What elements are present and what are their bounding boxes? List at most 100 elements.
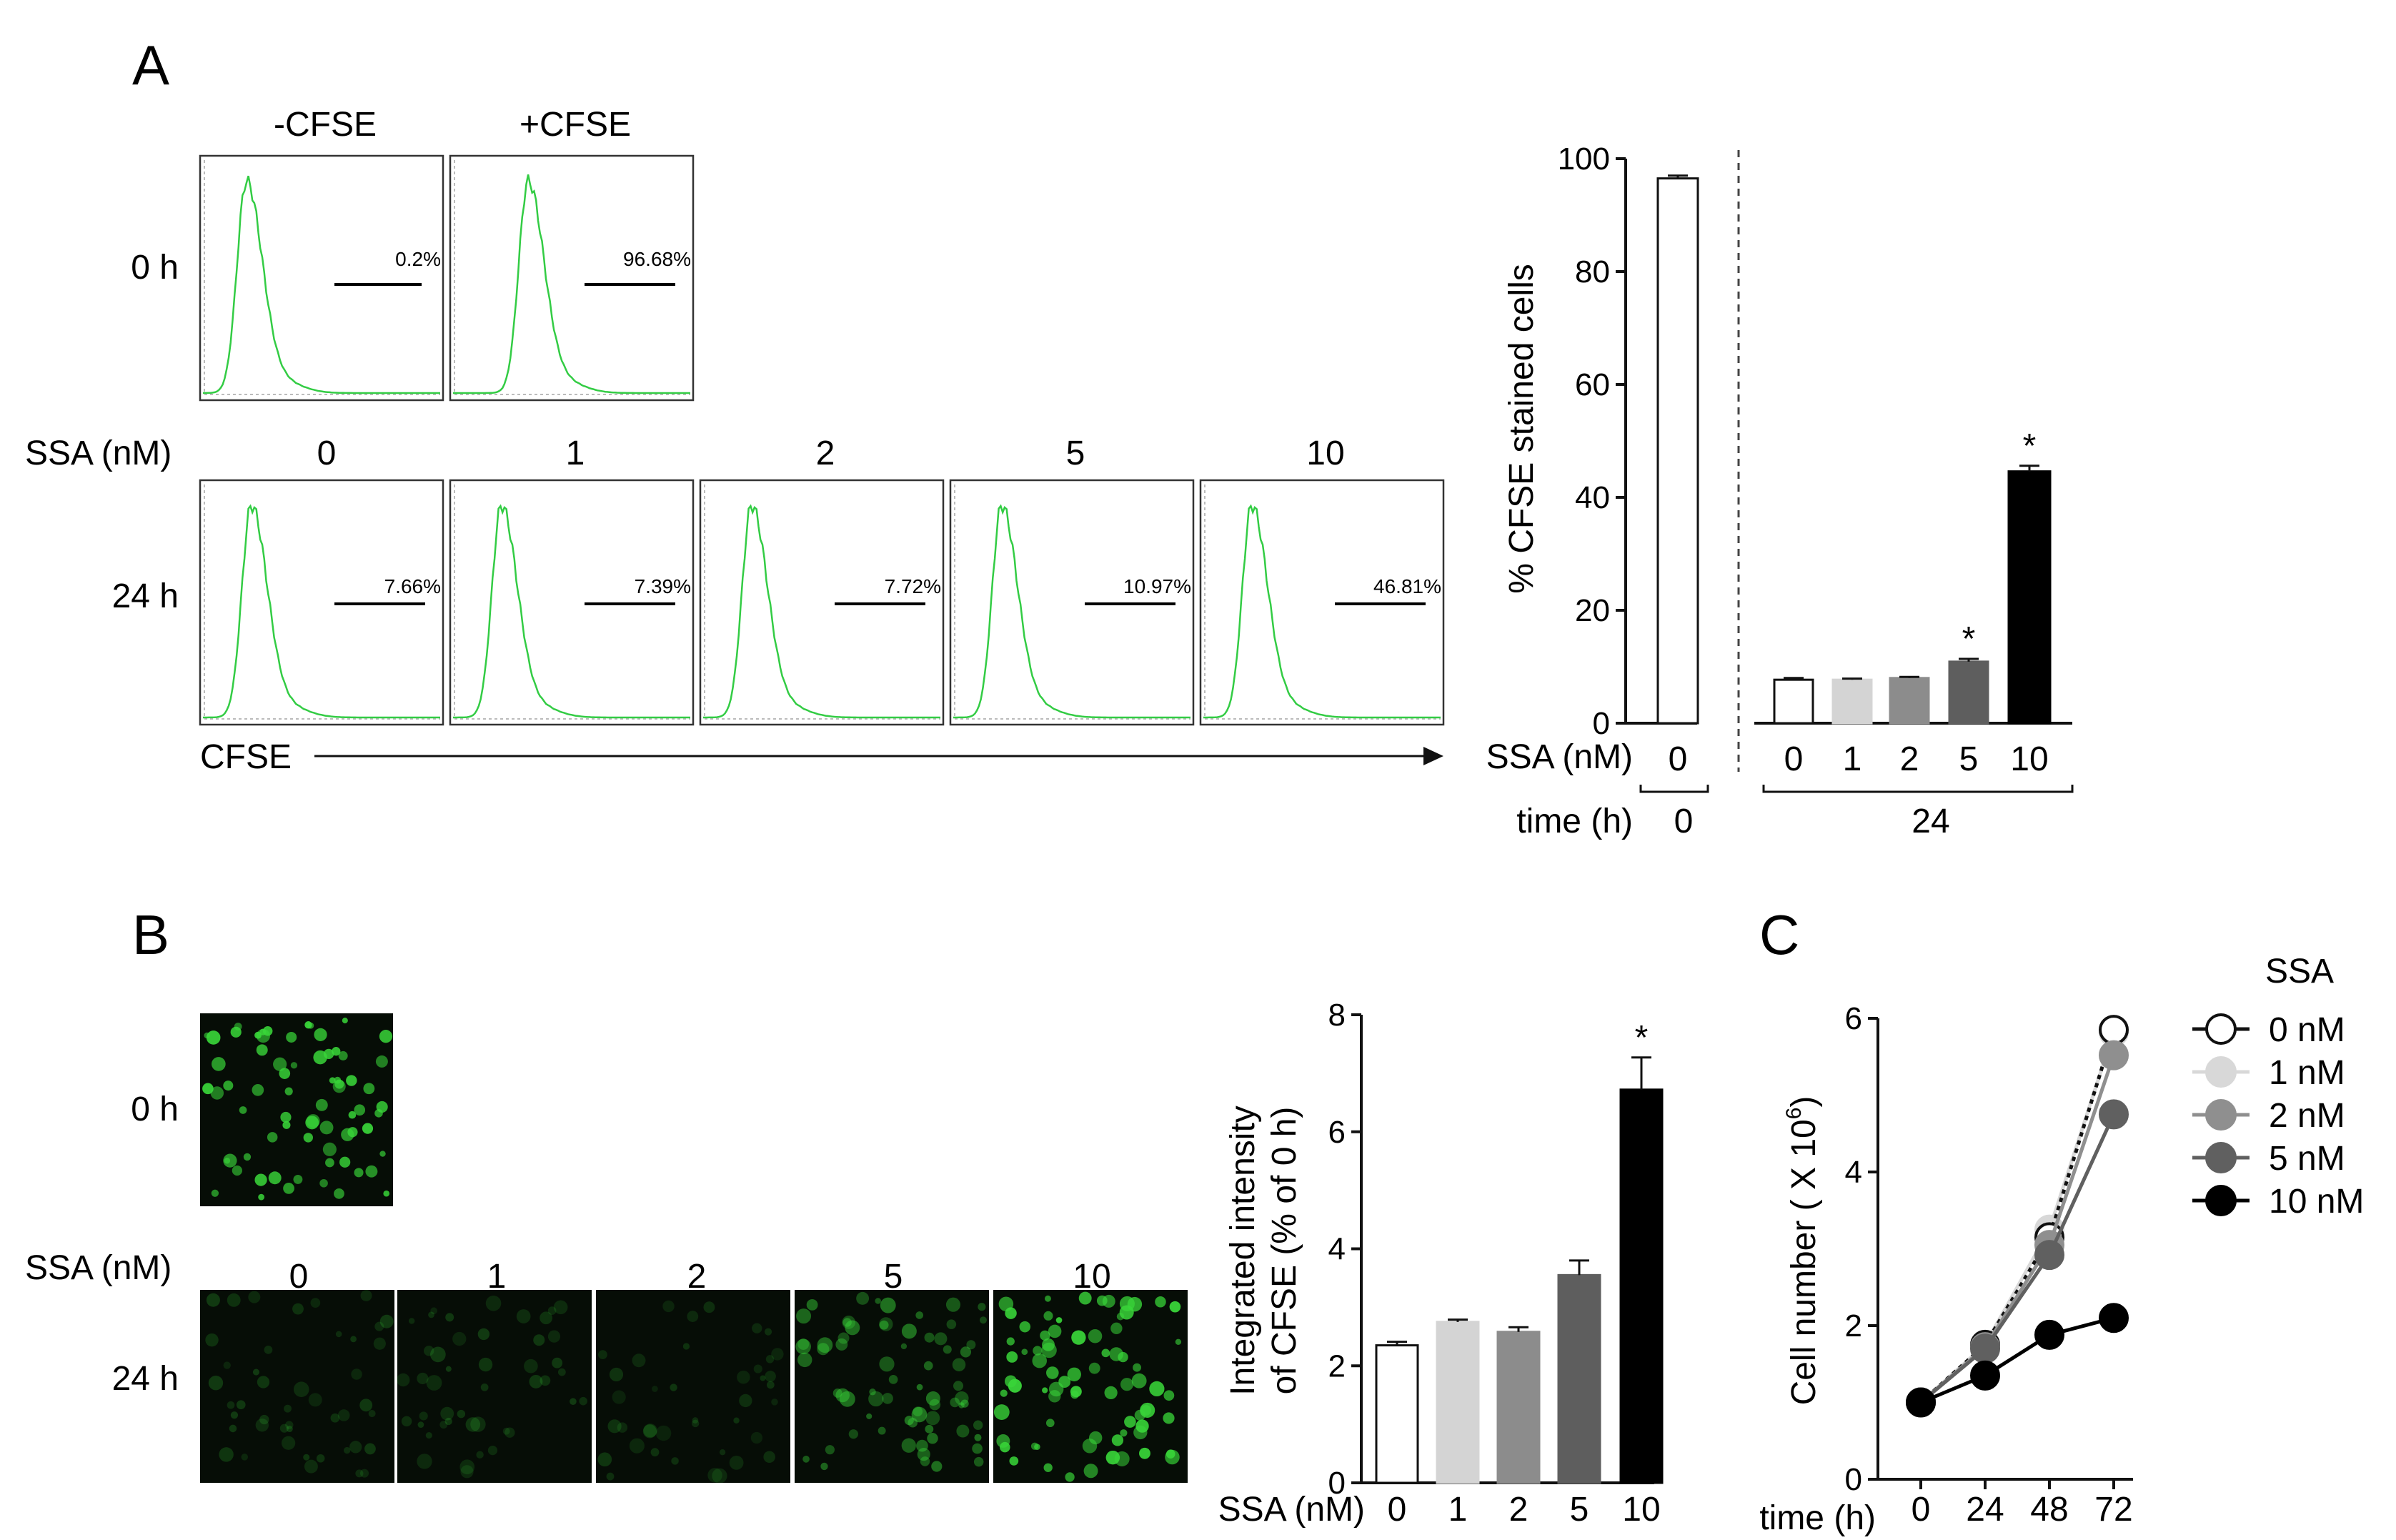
micrograph-cell — [465, 1417, 481, 1432]
micrograph-24h-ssa0 — [200, 1290, 394, 1483]
chart-a-bracket-0h — [1639, 785, 1709, 793]
micrograph-cell — [1045, 1419, 1055, 1428]
chart-c-point — [1970, 1333, 2000, 1364]
micrograph-cell — [334, 1188, 344, 1199]
micrograph-cell — [376, 1101, 388, 1113]
chart-a-ytick-label: 40 — [1575, 480, 1610, 515]
chart-b-ytick-label: 8 — [1328, 998, 1346, 1033]
micrograph-cell — [927, 1433, 938, 1444]
micrograph-cell — [547, 1306, 557, 1315]
micrograph-cell — [360, 1290, 372, 1302]
histogram-24h-ssa10 — [1199, 479, 1445, 726]
chart-a-bracket-24h — [1762, 785, 2074, 793]
cfse-axis-label: CFSE — [200, 738, 292, 776]
micrograph-cell — [733, 1417, 740, 1424]
chart-a-ytick-label: 60 — [1575, 367, 1610, 402]
micrograph-cell — [729, 1455, 744, 1470]
micrograph-cell — [236, 1400, 246, 1410]
micrograph-cell — [470, 1416, 486, 1432]
histogram-frame — [449, 154, 695, 402]
ssa-level-10: 10 — [1306, 434, 1344, 472]
histogram-curve — [1203, 504, 1441, 719]
micrograph-cell — [223, 1081, 234, 1091]
micrograph-cell — [875, 1298, 881, 1304]
micrograph-cell — [1071, 1330, 1086, 1345]
micrograph-cell — [476, 1451, 484, 1459]
micrograph-cell — [943, 1345, 952, 1354]
chart-c-ytick-label: 6 — [1845, 1001, 1862, 1036]
micrograph-cell — [609, 1367, 624, 1382]
micrograph-cell — [687, 1311, 699, 1322]
micrograph-cell — [901, 1438, 916, 1453]
micrograph-cell — [383, 1190, 390, 1197]
micrograph-cell — [1155, 1296, 1166, 1308]
chart-b-bar: 0 2 4 6 8 0 1 2 5 10 * — [1328, 998, 1664, 1529]
micrograph-cell — [929, 1399, 941, 1411]
micrograph-cell — [866, 1413, 873, 1419]
micrograph-cell — [219, 1447, 234, 1462]
micrograph-cell — [737, 1370, 750, 1384]
chart-a-group-0: 0 — [1674, 803, 1694, 840]
micrograph-cell — [617, 1422, 628, 1433]
chart-c-point — [2099, 1015, 2129, 1045]
micrograph-cell — [248, 1291, 261, 1303]
micrograph-cell — [286, 1031, 297, 1043]
micrograph-cell — [763, 1451, 775, 1464]
micrograph-cell — [879, 1320, 889, 1330]
micrograph-cell — [223, 1361, 231, 1369]
micrograph-cell — [279, 1068, 291, 1079]
micrograph-cell — [917, 1448, 930, 1461]
micrograph-cell — [329, 1077, 336, 1084]
micrograph-cell — [529, 1374, 543, 1389]
chart-c-legend-marker — [2205, 1056, 2237, 1088]
micrograph-cell — [313, 1050, 327, 1065]
micrograph-cell — [820, 1462, 828, 1471]
micrograph-cell — [1088, 1362, 1100, 1374]
micrograph-cell — [1032, 1353, 1047, 1368]
micrograph-cell — [642, 1424, 657, 1439]
micrograph-cell — [354, 1168, 364, 1178]
micrograph-cell — [1043, 1463, 1053, 1472]
micrograph-cell — [607, 1419, 622, 1434]
header-plus-cfse: +CFSE — [520, 106, 631, 144]
micrograph-cell — [206, 1030, 221, 1045]
micrograph-cell — [445, 1366, 452, 1372]
chart-a-xlabel: SSA (nM) — [1486, 738, 1633, 776]
micrograph-cell — [739, 1394, 752, 1408]
micrograph-cell — [440, 1406, 454, 1421]
micrograph-cell — [348, 1111, 357, 1119]
header-minus-cfse: -CFSE — [274, 106, 377, 144]
cfse-axis-arrow-head — [1423, 747, 1443, 765]
micrograph-cell — [766, 1381, 775, 1389]
micrograph-cell — [339, 1156, 351, 1168]
chart-c-xlabel: time (h) — [1759, 1499, 1876, 1537]
micrograph-cell — [904, 1416, 914, 1426]
micrograph-cell — [978, 1303, 986, 1311]
micrograph-background — [397, 1290, 592, 1483]
chart-c-ytick-label: 0 — [1845, 1462, 1862, 1497]
micrograph-cell — [368, 1410, 376, 1418]
chart-a-bar — [1656, 177, 1699, 725]
chart-b-ytick-label: 4 — [1328, 1232, 1346, 1267]
micrograph-cell — [817, 1343, 830, 1356]
micrograph-cell — [916, 1439, 928, 1452]
micrograph-cell — [662, 1300, 675, 1313]
micrograph-cell — [212, 1057, 226, 1071]
chart-c-legend-marker — [2205, 1099, 2237, 1131]
micrograph-cell — [765, 1371, 776, 1382]
histogram-curve — [203, 504, 440, 719]
micrograph-cell — [349, 1441, 362, 1454]
micrograph-cell — [1088, 1328, 1103, 1343]
micrograph-cell — [1175, 1338, 1182, 1345]
micrograph-cell — [478, 1357, 493, 1372]
chart-b-ytick-label: 0 — [1328, 1466, 1346, 1501]
pct-24h-ssa2: 7.72% — [885, 575, 941, 597]
micrograph-background — [200, 1290, 394, 1483]
chart-a-bar — [1831, 678, 1873, 725]
micrograph-cell — [869, 1389, 876, 1396]
b-row-label-0h: 0 h — [131, 1091, 179, 1128]
pct-0h-plus: 96.68% — [623, 248, 691, 270]
micrograph-cell — [319, 1121, 334, 1135]
chart-a-category-label: 0 — [1669, 740, 1688, 778]
micrograph-cell — [707, 1468, 722, 1483]
